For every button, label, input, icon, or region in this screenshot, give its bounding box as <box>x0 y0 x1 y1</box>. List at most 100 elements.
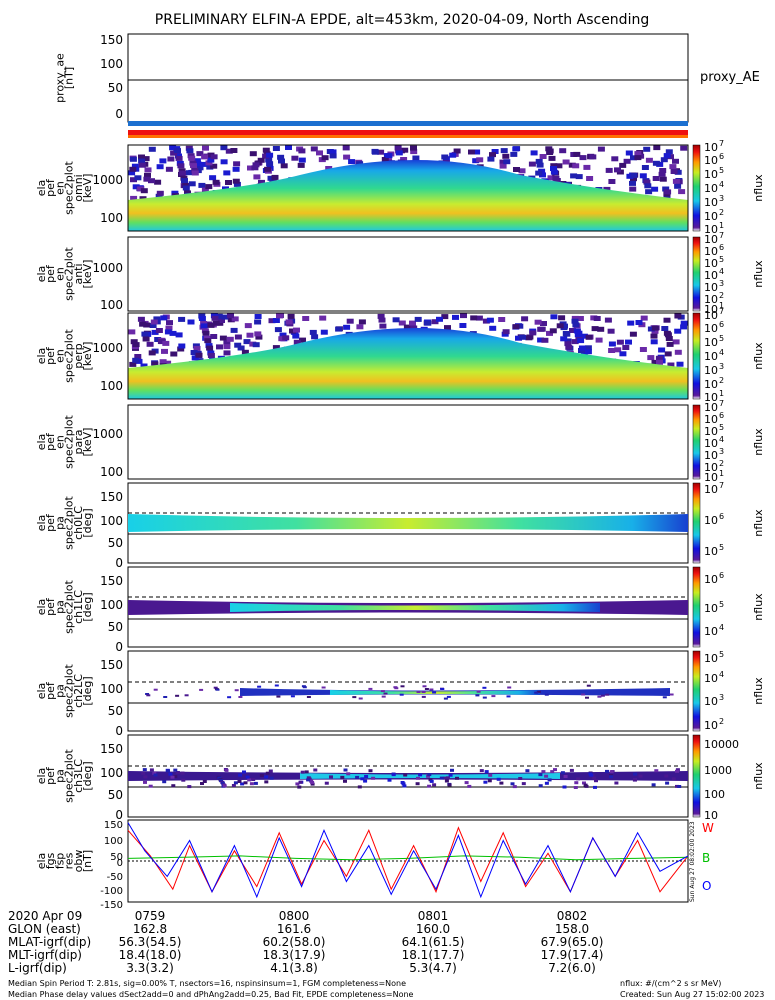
speckle-cell <box>272 146 280 151</box>
speckle-cell <box>422 685 427 688</box>
speckle-cell <box>131 163 139 169</box>
colorbar-ch3 <box>692 734 701 818</box>
speckle-cell <box>285 319 293 325</box>
speckle-cell <box>634 151 642 157</box>
footer-row-0-v0: 0759 <box>135 909 166 923</box>
speckle-cell <box>500 148 508 154</box>
panel-ch3LC <box>127 734 689 818</box>
colorbar-tick-4-5: 10 <box>704 461 718 474</box>
ytick-3-0: 1000 <box>92 341 123 355</box>
speckle-cell <box>521 782 526 786</box>
ylabel-6-2: pa <box>53 600 66 614</box>
speckle-cell <box>223 350 231 356</box>
speckle-cell <box>129 361 137 367</box>
speckle-cell <box>253 781 258 785</box>
ytick-6-0: 150 <box>100 574 123 588</box>
speckle-cell <box>544 774 549 778</box>
speckle-cell <box>167 156 175 162</box>
speckle-cell <box>379 323 387 329</box>
speckle-cell <box>643 146 651 152</box>
ytick-2-1: 100 <box>100 298 123 312</box>
speckle-cell <box>659 176 667 182</box>
speckle-cell <box>251 165 259 171</box>
speckle-cell <box>665 149 673 155</box>
ylabel-2-1: pef <box>44 264 57 283</box>
speckle-cell <box>416 776 420 780</box>
footer-note-right-2: Created: Sun Aug 27 15:02:00 2023 <box>620 990 764 999</box>
speckle-cell <box>401 782 406 786</box>
speckle-cell <box>139 321 147 327</box>
footer-row-4-v2: 5.3(4.7) <box>409 961 457 975</box>
colorbar-exp-3-3: 4 <box>719 348 724 357</box>
speckle-cell <box>143 780 147 784</box>
speckle-cell <box>168 772 173 776</box>
speckle-cell <box>576 316 584 321</box>
speckle-cell <box>584 784 589 788</box>
footer-row-0-label: 2020 Apr 09 <box>8 909 82 923</box>
speckle-cell <box>289 328 296 334</box>
colorbar-tick-3-4: 10 <box>704 364 718 377</box>
colorbar-tick-2-0: 10 <box>704 233 718 246</box>
speckle-cell <box>219 335 227 341</box>
ytick-9-1: 100 <box>104 836 123 847</box>
speckle-cell <box>302 686 307 689</box>
speckle-cell <box>154 337 162 342</box>
speckle-cell <box>255 334 263 340</box>
speckle-cell <box>470 315 478 321</box>
ylabel-7-1: pef <box>44 681 57 700</box>
speckle-cell <box>515 335 522 341</box>
speckle-cell <box>605 769 609 773</box>
ytick-1-0: 1000 <box>92 173 123 187</box>
colorbar-tick-7-3: 10 <box>704 719 718 732</box>
speckle-cell <box>329 775 333 779</box>
speckle-cell <box>605 693 610 696</box>
speckle-cell <box>663 153 671 159</box>
speckle-cell <box>580 333 588 339</box>
speckle-cell <box>329 153 337 159</box>
speckle-cell <box>439 776 444 780</box>
speckle-cell <box>148 146 156 152</box>
speckle-cell <box>291 155 299 161</box>
speckle-cell <box>340 775 345 779</box>
speckle-cell <box>276 695 281 698</box>
speckle-cell <box>663 317 671 323</box>
speckle-cell <box>591 326 599 332</box>
speckle-cell <box>279 332 287 338</box>
speckle-cell <box>574 332 582 338</box>
colorbar-exp-6-2: 4 <box>719 623 724 632</box>
colorbar-exp-1-5: 2 <box>719 208 724 217</box>
speckle-cell <box>546 330 553 336</box>
speckle-cell <box>130 177 137 183</box>
speckle-cell <box>134 354 142 359</box>
speckle-cell <box>429 688 434 691</box>
speckle-cell <box>664 351 672 357</box>
ylabel-4-5: [keV] <box>81 428 94 457</box>
speckle-cell <box>149 323 157 328</box>
ylabel-7-5: [deg] <box>81 676 94 705</box>
ylabel-8-1: pef <box>44 766 57 785</box>
speckle-cell <box>535 158 543 164</box>
speckle-cell <box>293 327 300 333</box>
speckle-cell <box>254 314 262 319</box>
speckle-cell <box>571 315 579 321</box>
speckle-cell <box>427 773 432 776</box>
colorbar-tick-4-0: 10 <box>704 401 718 414</box>
speckle-cell <box>194 161 202 167</box>
speckle-cell <box>562 785 567 789</box>
speckle-cell <box>555 163 563 169</box>
speckle-cell <box>142 336 150 342</box>
speckle-cell <box>313 768 318 772</box>
speckle-cell <box>329 149 337 155</box>
speckle-cell <box>295 782 300 786</box>
speckle-cell <box>581 693 586 696</box>
speckle-cell <box>343 324 351 330</box>
ylabel-7-4: ch2LC <box>72 674 85 708</box>
speckle-cell <box>597 695 602 698</box>
speckle-cell <box>138 154 145 160</box>
speckle-cell <box>201 154 209 160</box>
colorbar-exp-2-6: 1 <box>719 301 724 310</box>
speckle-cell <box>210 334 218 339</box>
speckle-cell <box>573 151 581 157</box>
ylabel-8-0: ela <box>35 768 48 785</box>
speckle-cell <box>664 774 669 778</box>
